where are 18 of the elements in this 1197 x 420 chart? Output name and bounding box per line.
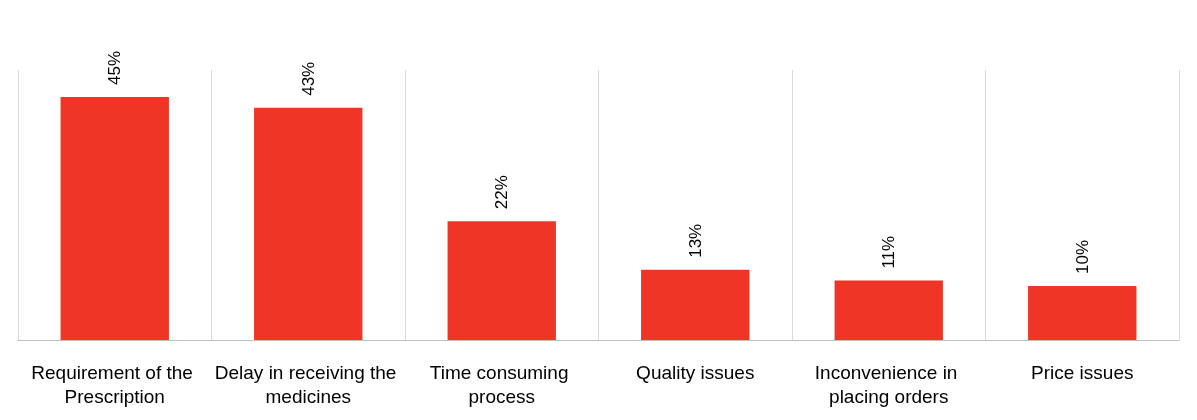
bar (1028, 286, 1137, 340)
bar (60, 97, 169, 340)
data-label: 10% (1072, 239, 1092, 274)
data-label: 22% (492, 175, 512, 210)
bar (254, 107, 363, 340)
x-tick-label: Time consuming process (429, 361, 574, 407)
bar (447, 221, 556, 340)
x-tick-label: Requirement of the Prescription (31, 361, 199, 407)
x-tick-label: Price issues (1031, 361, 1134, 383)
data-label: 13% (685, 223, 705, 258)
data-label: 11% (879, 235, 899, 269)
x-tick-label: Inconvenience in placing orders (814, 361, 963, 407)
data-label: 43% (298, 61, 318, 96)
data-label: 45% (105, 50, 125, 85)
bar (834, 280, 943, 340)
x-tick-label: Delay in receiving the medicines (214, 361, 402, 407)
x-tick-label: Quality issues (636, 361, 755, 383)
bar (641, 269, 750, 340)
